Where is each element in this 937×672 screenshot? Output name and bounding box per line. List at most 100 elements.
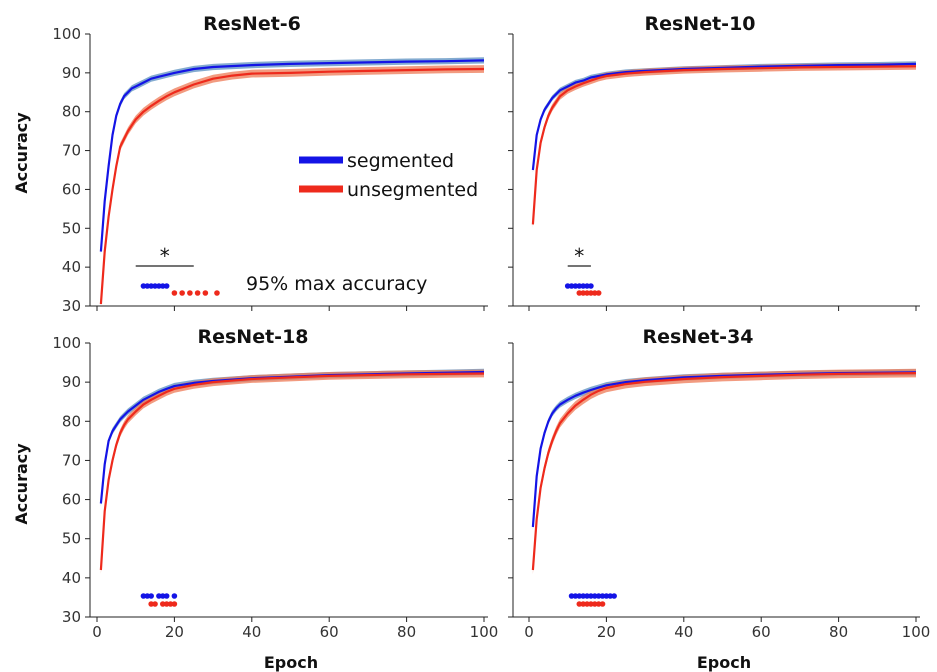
- max95-dot-segmented: [603, 593, 610, 599]
- max95-dot-unsegmented: [167, 601, 174, 607]
- x-tick-label: 20: [597, 623, 616, 641]
- max95-dot-unsegmented: [576, 601, 583, 607]
- max95-dot-segmented: [576, 283, 583, 289]
- series-line-segmented: [99, 370, 485, 504]
- significance-star: *: [574, 244, 584, 268]
- x-tick-label: 0: [92, 623, 102, 641]
- max95-dot-segmented: [148, 283, 154, 289]
- max95-dot-unsegmented: [584, 601, 590, 607]
- max95-dot-segmented: [607, 593, 614, 599]
- max95-dot-segmented: [572, 593, 579, 599]
- significance-star: *: [160, 244, 170, 268]
- max95-dot-unsegmented: [588, 601, 594, 607]
- max95-dot-unsegmented: [595, 601, 602, 607]
- x-tick-label: 0: [524, 623, 534, 641]
- max95-dot-segmented: [152, 283, 158, 289]
- max95-dot-segmented: [159, 283, 166, 289]
- x-tick-label: 60: [320, 623, 339, 641]
- series-band-segmented: [100, 368, 485, 507]
- max95-dot-segmented: [144, 593, 151, 599]
- panel-resnet-6: ResNet-6 Accuracy segmented unsegmented …: [12, 13, 488, 315]
- max95-dot-unsegmented: [591, 601, 598, 607]
- max95-dot-unsegmented: [171, 290, 178, 296]
- max95-dot-unsegmented: [163, 601, 170, 607]
- x-tick-label: 80: [397, 623, 416, 641]
- y-tick-label: 80: [62, 103, 81, 121]
- y-tick-label: 60: [62, 180, 81, 198]
- series-line-segmented: [99, 59, 485, 252]
- y-tick-label: 50: [62, 530, 81, 548]
- max95-dot-segmented: [588, 593, 594, 599]
- max95-dot-segmented: [140, 283, 147, 289]
- max95-dot-unsegmented: [588, 290, 594, 296]
- max95-dot-segmented: [156, 283, 162, 289]
- x-tick-label: 40: [242, 623, 261, 641]
- series-band-unsegmented: [100, 369, 485, 574]
- legend: segmented unsegmented: [299, 150, 478, 201]
- y-tick-label: 30: [62, 297, 81, 315]
- max95-dot-segmented: [595, 593, 602, 599]
- max95-dot-unsegmented: [179, 290, 185, 296]
- max95-dot-segmented: [140, 593, 147, 599]
- legend-label-unsegmented: unsegmented: [347, 179, 478, 201]
- max95-dot-segmented: [568, 283, 575, 289]
- y-tick-label: 90: [62, 373, 81, 391]
- max95-dot-segmented: [584, 283, 590, 289]
- series-band-unsegmented: [532, 62, 916, 228]
- max95-dot-unsegmented: [202, 290, 209, 296]
- x-axis-label: Epoch: [697, 653, 751, 672]
- max95-dot-unsegmented: [591, 290, 598, 296]
- y-tick-label: 50: [62, 219, 81, 237]
- max95-dot-segmented: [572, 283, 579, 289]
- max95-dot-unsegmented: [171, 601, 178, 607]
- panel-resnet-34: ResNet-34 Epoch 0 20 40 60 80 100: [508, 326, 930, 672]
- panel-title: ResNet-18: [197, 326, 308, 348]
- panel-resnet-18: ResNet-18 Accuracy Epoch 30 40 50 60 70 80 90 1…: [12, 326, 498, 672]
- max95-dot-unsegmented: [194, 290, 201, 296]
- panel-resnet-10: ResNet-10 *: [508, 13, 920, 311]
- x-tick-label: 20: [165, 623, 184, 641]
- max95-dot-segmented: [584, 593, 590, 599]
- series-line-unsegmented: [99, 372, 485, 571]
- max95-dot-unsegmented: [214, 290, 220, 296]
- max95-dot-segmented: [159, 593, 166, 599]
- x-tick-label: 40: [674, 623, 693, 641]
- y-tick-label: 90: [62, 64, 81, 82]
- max95-dot-unsegmented: [584, 290, 590, 296]
- y-tick-label: 100: [52, 25, 81, 43]
- max95-dot-unsegmented: [152, 601, 158, 607]
- max95-dot-segmented: [568, 593, 575, 599]
- y-tick-label: 70: [62, 451, 81, 469]
- y-axis-label: Accuracy: [12, 112, 31, 194]
- y-tick-label: 100: [52, 334, 81, 352]
- y-tick-label: 30: [62, 608, 81, 626]
- y-axis-label: Accuracy: [12, 443, 31, 525]
- y-tick-label: 70: [62, 142, 81, 160]
- max95-dot-segmented: [163, 593, 170, 599]
- max95-dot-segmented: [171, 593, 178, 599]
- max95-dot-segmented: [144, 283, 151, 289]
- x-tick-label: 60: [752, 623, 771, 641]
- legend-label-segmented: segmented: [347, 150, 454, 172]
- series-line-unsegmented: [531, 372, 917, 571]
- max95-dot-segmented: [611, 593, 617, 599]
- y-tick-label: 80: [62, 412, 81, 430]
- panel-title: ResNet-10: [644, 13, 755, 35]
- max95-dot-unsegmented: [580, 290, 586, 296]
- max95-dot-unsegmented: [595, 290, 602, 296]
- series-line-unsegmented: [99, 67, 485, 305]
- y-tick-label: 60: [62, 491, 81, 509]
- max95-dot-segmented: [148, 593, 154, 599]
- series-line-segmented: [531, 62, 917, 171]
- max95-dot-segmented: [588, 283, 594, 289]
- series-line-unsegmented: [531, 65, 917, 225]
- max95-dot-segmented: [580, 283, 586, 289]
- x-tick-label: 100: [902, 623, 931, 641]
- max95-dot-segmented: [156, 593, 162, 599]
- max95-dot-segmented: [163, 283, 170, 289]
- y-tick-label: 40: [62, 258, 81, 276]
- max95-dot-segmented: [580, 593, 586, 599]
- panel-title: ResNet-34: [642, 326, 753, 348]
- max95-dot-segmented: [591, 593, 598, 599]
